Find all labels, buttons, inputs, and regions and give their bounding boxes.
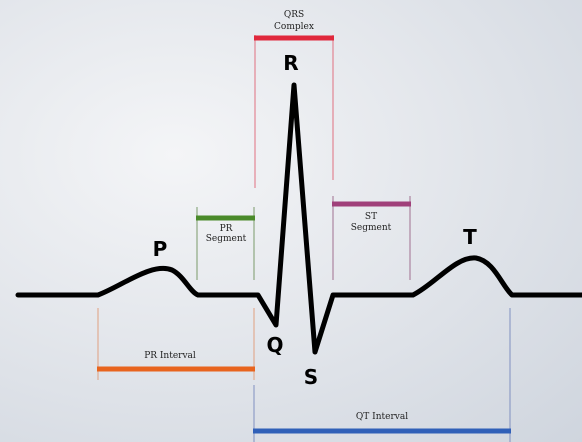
p-wave-label: P <box>153 237 168 261</box>
pr-segment-label-line2: Segment <box>206 234 247 244</box>
pr-interval-label: PR Interval <box>144 351 196 361</box>
t-wave-label: T <box>463 225 477 249</box>
pr-segment-label-line1: PR <box>220 224 233 234</box>
qrs-complex-label-line2: Complex <box>274 22 314 32</box>
pr-segment-marker: PR Segment <box>196 207 255 280</box>
st-segment-label-line2: Segment <box>351 223 392 233</box>
st-segment-marker: ST Segment <box>332 196 411 280</box>
s-wave-label: S <box>304 365 318 389</box>
qt-interval-marker: QT Interval <box>253 308 511 442</box>
qt-interval-label: QT Interval <box>356 412 408 422</box>
q-wave-label: Q <box>266 333 283 357</box>
st-segment-label-line1: ST <box>365 212 377 222</box>
r-wave-label: R <box>283 51 298 75</box>
qrs-complex-label-line1: QRS <box>284 10 304 20</box>
ecg-trace <box>18 85 582 352</box>
pr-interval-marker: PR Interval <box>97 308 255 380</box>
